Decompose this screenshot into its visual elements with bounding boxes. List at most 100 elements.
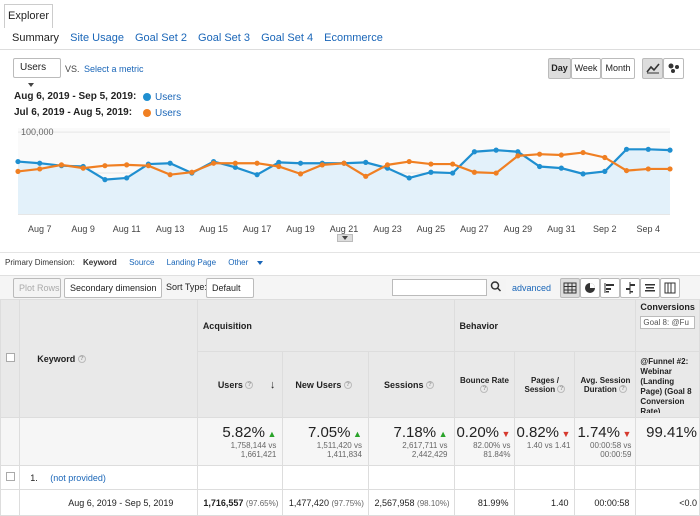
users-compare-2: 1,661,421 (240, 450, 277, 459)
users-column-header[interactable]: Users ? ↓ (196, 351, 284, 418)
keyword-not-provided-link[interactable]: (not provided) (50, 472, 106, 483)
new-users-compare-2: 1,411,834 (326, 450, 362, 459)
select-all-cell (0, 299, 21, 418)
sort-type-label: Sort Type: (166, 282, 207, 292)
subtab-site-usage[interactable]: Site Usage (70, 32, 124, 44)
performance-view-icon[interactable] (600, 278, 620, 298)
secondary-dimension-dropdown[interactable]: Secondary dimension (64, 278, 162, 309)
comparison-view-icon[interactable] (620, 278, 640, 298)
subtab-summary[interactable]: Summary (12, 32, 60, 44)
series-2-point (15, 168, 21, 175)
pages-cell: 1.40 (514, 489, 576, 516)
series-2-point (515, 153, 521, 159)
keyword-header[interactable]: Keyword ? (19, 299, 198, 418)
series-2-point (319, 162, 325, 168)
orange-dot-icon (143, 109, 151, 118)
duration-total-cell: 1.74% ▼ 00:00:58 vs 00:00:59 (574, 417, 637, 466)
pie-view-icon[interactable] (580, 278, 600, 298)
up-arrow-icon: ▲ (438, 429, 448, 439)
day-button[interactable]: Day (548, 58, 571, 79)
series-2-point (623, 167, 630, 174)
dimension-other[interactable]: Other (228, 258, 268, 267)
search-button[interactable] (486, 279, 506, 296)
tab-explorer[interactable]: Explorer (4, 4, 53, 28)
x-tick-label: Sep 2 (593, 224, 617, 234)
bounce-rate-column-header[interactable]: Bounce Rate? (453, 351, 516, 418)
totals-row: 5.82% ▲ 1,758,144 vs 1,661,421 7.05% ▲ 1… (0, 417, 700, 466)
x-tick-label: Aug 27 (460, 224, 489, 234)
select-all-checkbox[interactable] (5, 353, 15, 362)
new-users-cell: 1,477,420 (97.75%) (282, 489, 369, 516)
series-2-point (145, 163, 151, 169)
series-2-point (493, 170, 499, 176)
motion-chart-icon[interactable] (663, 58, 684, 79)
sessions-value: 2,567,958 (374, 497, 415, 508)
acquisition-group-header: Acquisition (196, 299, 455, 352)
pivot-view-icon[interactable] (660, 278, 680, 298)
metric-dropdown[interactable]: Users (13, 58, 61, 88)
select-metric-link[interactable]: Select a metric (84, 64, 144, 74)
series-2-point (406, 158, 412, 165)
pages-header-label: Pages / Session (524, 375, 559, 394)
keyword-header-label: Keyword (37, 353, 76, 364)
series-1-point (515, 149, 521, 155)
legend-row-1: Aug 6, 2019 - Sep 5, 2019: (14, 91, 136, 102)
series-1-point (450, 170, 456, 176)
subtab-goal-set-3[interactable]: Goal Set 3 (198, 32, 251, 44)
avg-duration-column-header[interactable]: Avg. Session Duration ? (574, 351, 637, 418)
pages-session-column-header[interactable]: Pages / Session ? (514, 351, 576, 418)
dimension-landing-page[interactable]: Landing Page (166, 258, 217, 267)
conversion-change-pct: 99.41% (646, 424, 697, 441)
series-2-point (384, 162, 391, 168)
sessions-column-header[interactable]: Sessions ? (367, 351, 455, 418)
series-2-point (211, 160, 217, 166)
sort-type-value: Default (212, 283, 241, 293)
sort-type-dropdown[interactable]: Default (206, 278, 254, 309)
data-table: Keyword ? Acquisition Behavior Conversio… (0, 299, 700, 516)
goal-select-dropdown[interactable]: Goal 8: @Fu (640, 316, 695, 329)
series-2-point (363, 173, 369, 179)
term-cloud-view-icon[interactable] (640, 278, 660, 298)
duration-header-label: Avg. Session Duration (580, 375, 631, 394)
series-1-point (297, 160, 304, 166)
row-checkbox[interactable] (5, 472, 15, 481)
plot-rows-button[interactable]: Plot Rows (13, 278, 61, 298)
table-view-icon[interactable] (560, 278, 580, 298)
x-tick-label: Aug 19 (286, 224, 315, 234)
x-tick-label: Aug 31 (547, 224, 576, 234)
x-tick-label: Aug 25 (417, 224, 446, 234)
new-users-compare-1: 1,511,420 vs (316, 441, 362, 450)
chart-collapse-handle[interactable] (337, 234, 353, 242)
subtab-ecommerce[interactable]: Ecommerce (324, 32, 383, 44)
divider (0, 252, 700, 253)
series-2-point (167, 172, 173, 178)
keyword-cell: 1. (not provided) (19, 465, 198, 490)
series-2-point (471, 169, 477, 175)
series-1-point (558, 165, 564, 171)
dimension-source[interactable]: Source (129, 258, 155, 267)
series-2-point (558, 152, 564, 158)
advanced-link[interactable]: advanced (512, 283, 552, 293)
funnel-conversion-column-header[interactable]: @Funnel #2: Webinar (Landing Page) (Goal… (635, 351, 700, 418)
legend-row-2: Jul 6, 2019 - Aug 5, 2019: (14, 107, 132, 118)
month-button[interactable]: Month (601, 58, 635, 79)
series-2-point (580, 149, 586, 156)
bounce-compare-1: 82.00% vs (473, 441, 511, 450)
series-1-point (124, 175, 130, 181)
series-1-point (15, 158, 21, 165)
sessions-compare-1: 2,617,711 vs (402, 441, 448, 450)
bounce-compare-2: 81.84% (483, 450, 511, 459)
report-subtabs: Summary Site Usage Goal Set 2 Goal Set 3… (12, 32, 391, 44)
subtab-goal-set-4[interactable]: Goal Set 4 (261, 32, 314, 44)
row-index: 1. (30, 472, 38, 483)
vs-label: VS. (65, 64, 80, 74)
week-button[interactable]: Week (571, 58, 601, 79)
series-2-point (232, 160, 238, 166)
dimension-keyword[interactable]: Keyword (83, 258, 117, 267)
line-chart-icon[interactable] (642, 58, 663, 79)
legend-series-2: Users (143, 107, 181, 119)
new-users-column-header[interactable]: New Users ? (282, 351, 369, 418)
subtab-goal-set-2[interactable]: Goal Set 2 (135, 32, 187, 44)
series-1-point (363, 159, 369, 165)
